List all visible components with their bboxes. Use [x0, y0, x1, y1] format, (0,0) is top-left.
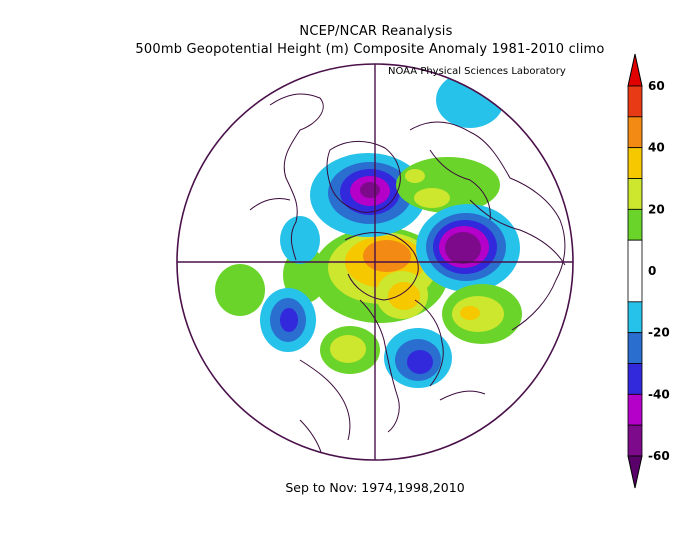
coastlines — [249, 93, 566, 456]
colorbar-tick-label: 20 — [648, 202, 665, 216]
colorbar-band — [627, 147, 643, 179]
colorbar-bottom-arrow — [627, 455, 643, 489]
negative-anomaly-north — [310, 153, 426, 237]
negative-anomaly-edge — [436, 72, 504, 128]
colorbar: 60 40 20 0 -20 -40 -60 — [627, 53, 670, 489]
colorbar-band — [627, 363, 643, 395]
colorbar-tick-label: 0 — [648, 264, 656, 278]
positive-anomaly-far-west — [215, 264, 265, 316]
negative-anomaly-atlantic — [260, 216, 320, 352]
title-line-2: 500mb Geopotential Height (m) Composite … — [135, 42, 605, 57]
negative-anomaly-siberia — [416, 204, 520, 292]
season-caption: Sep to Nov: 1974,1998,2010 — [285, 480, 465, 495]
colorbar-band — [627, 424, 643, 457]
colorbar-band — [627, 116, 643, 149]
colorbar-top-arrow — [627, 53, 643, 87]
colorbar-band — [627, 332, 643, 364]
colorbar-tick-label: 40 — [648, 141, 665, 155]
colorbar-band — [627, 208, 643, 241]
colorbar-band — [627, 301, 643, 334]
colorbar-tick-label: 60 — [648, 79, 665, 93]
colorbar-tick-label: -20 — [648, 326, 670, 340]
positive-anomaly-east-asia — [442, 284, 522, 344]
positive-anomaly-europe — [396, 157, 500, 213]
title-line-1: NCEP/NCAR Reanalysis — [299, 24, 453, 39]
colorbar-tick-label: -60 — [648, 449, 670, 463]
colorbar-band — [627, 239, 643, 303]
anomaly-field — [215, 72, 566, 456]
colorbar-band — [627, 393, 643, 426]
colorbar-band — [627, 85, 643, 118]
credit-label: NOAA Physical Sciences Laboratory — [388, 66, 566, 77]
negative-anomaly-pacific — [384, 328, 452, 388]
colorbar-tick-label: -40 — [648, 387, 670, 401]
colorbar-band — [627, 178, 643, 210]
